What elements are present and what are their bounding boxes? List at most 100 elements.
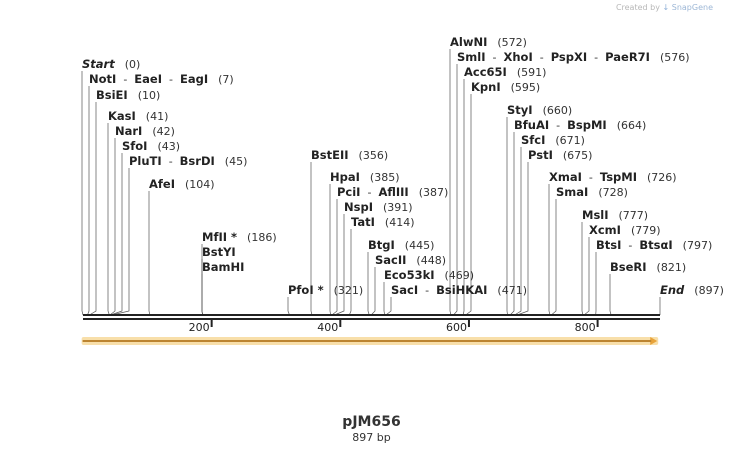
site-position-pcii: (387)	[419, 186, 449, 199]
site-name-pfoi: PfoI *	[288, 283, 324, 297]
site-name-separator: -	[594, 51, 598, 64]
leader-msli	[581, 222, 584, 316]
site-position-nari: (42)	[152, 125, 175, 138]
site-name-mfii: MfII *	[202, 230, 237, 244]
site-name-bseri: BseRI	[610, 260, 647, 274]
leader-hpai	[329, 184, 331, 316]
leader-smai	[551, 199, 557, 316]
leader-smli	[453, 64, 458, 316]
site-name-paer7i: PaeR7I	[605, 50, 650, 64]
site-position-alwni: (572)	[497, 36, 527, 49]
site-name-tspmi: TspMI	[600, 170, 637, 184]
feature-track	[81, 337, 659, 345]
site-name-xmai: XmaI	[549, 170, 582, 184]
site-name-pluti: PluTI	[129, 154, 162, 168]
site-name-end: End	[660, 283, 685, 297]
leader-alwni	[449, 49, 452, 316]
site-name-separator: -	[367, 186, 371, 199]
leader-bfuai	[509, 132, 515, 316]
site-position-sacii: (448)	[416, 254, 446, 267]
site-position-noti: (7)	[218, 73, 234, 86]
site-position-bfuai: (664)	[617, 119, 647, 132]
ruler-tick-label: 800	[575, 321, 596, 334]
site-name-btsi: BtsαI	[639, 238, 672, 252]
leader-nspi	[334, 214, 345, 316]
site-name-psti: PstI	[528, 148, 553, 162]
site-name-bamhi: BamHI	[202, 260, 244, 274]
site-name-afliii: AflIII	[378, 185, 408, 199]
site-position-mfii: (186)	[247, 231, 277, 244]
feature-arrow-head	[650, 337, 658, 345]
site-position-smli: (576)	[660, 51, 690, 64]
leader-sacii	[370, 267, 376, 316]
site-name-separator: -	[169, 73, 173, 86]
snapgene-credit: Created by ↓ SnapGene	[616, 3, 713, 12]
site-position-smai: (728)	[598, 186, 628, 199]
leader-styi	[506, 117, 508, 316]
site-name-xcmi: XcmI	[589, 223, 621, 237]
credit-brand: SnapGene	[671, 3, 713, 12]
linear-plasmid-map: 200 400 600 800 Start (0)NotI - EaeI - EagI (7)Bs…	[81, 35, 724, 345]
site-name-afei: AfeI	[149, 177, 175, 191]
leader-kasi	[107, 123, 110, 316]
ruler: 200 400 600 800	[189, 320, 599, 334]
site-name-saci: SacI	[391, 283, 418, 297]
site-name-start: Start	[82, 57, 115, 71]
site-name-smli: SmlI	[457, 50, 486, 64]
site-position-btsi: (797)	[683, 239, 713, 252]
site-position-btgi: (445)	[405, 239, 435, 252]
site-position-start: (0)	[125, 58, 141, 71]
ruler-tick-label: 600	[446, 321, 467, 334]
leader-tati	[348, 229, 352, 316]
site-name-separator: -	[123, 73, 127, 86]
site-name-separator: -	[540, 51, 544, 64]
leader-sfci	[514, 147, 522, 316]
site-name-tati: TatI	[351, 215, 375, 229]
dna-backbone	[83, 314, 660, 320]
site-position-pfoi: (321)	[334, 284, 364, 297]
site-leader-lines	[81, 49, 661, 316]
leader-bseri	[609, 274, 612, 316]
site-name-btsi: BtsI	[596, 238, 621, 252]
leader-kpni	[465, 94, 472, 316]
site-name-separator: -	[425, 284, 429, 297]
site-name-separator: -	[169, 155, 173, 168]
site-name-smai: SmaI	[556, 185, 588, 199]
site-name-kasi: KasI	[108, 109, 136, 123]
site-name-btgi: BtgI	[368, 238, 395, 252]
site-position-sfoi: (43)	[157, 140, 180, 153]
site-name-separator: -	[493, 51, 497, 64]
site-position-end: (897)	[694, 284, 724, 297]
site-position-sfci: (671)	[555, 134, 585, 147]
site-position-hpai: (385)	[370, 171, 400, 184]
leader-pfoi	[287, 297, 290, 316]
site-labels: Start (0)NotI - EaeI - EagI (7)BsiEI (10)KasI (4…	[82, 35, 724, 297]
site-name-sfci: SfcI	[521, 133, 545, 147]
site-name-separator: -	[628, 239, 632, 252]
leader-sfoi	[110, 153, 123, 316]
site-name-xhoi: XhoI	[503, 50, 532, 64]
leader-btgi	[367, 252, 370, 316]
leader-bsiei	[89, 102, 97, 316]
site-position-psti: (675)	[563, 149, 593, 162]
site-name-separator: -	[589, 171, 593, 184]
site-name-bsteii: BstEII	[311, 148, 349, 162]
site-name-kpni: KpnI	[471, 80, 501, 94]
plasmid-length: 897 bp	[352, 431, 391, 444]
site-name-noti: NotI	[89, 72, 116, 86]
site-name-styi: StyI	[507, 103, 533, 117]
site-name-bstyi: BstYI	[202, 245, 236, 259]
leader-eco53ki	[383, 282, 386, 316]
site-name-pcii: PciI	[337, 185, 360, 199]
leader-saci	[385, 297, 392, 316]
site-name-bfuai: BfuAI	[514, 118, 549, 132]
site-name-eco53ki: Eco53kI	[384, 268, 435, 282]
leader-start	[81, 71, 84, 316]
site-position-kpni: (595)	[511, 81, 541, 94]
site-name-sfoi: SfoI	[122, 139, 147, 153]
leader-noti	[87, 86, 90, 316]
ruler-tick-label: 200	[189, 321, 210, 334]
site-position-acc65i: (591)	[517, 66, 547, 79]
site-position-xcmi: (779)	[631, 224, 661, 237]
leader-pcii	[331, 199, 338, 316]
